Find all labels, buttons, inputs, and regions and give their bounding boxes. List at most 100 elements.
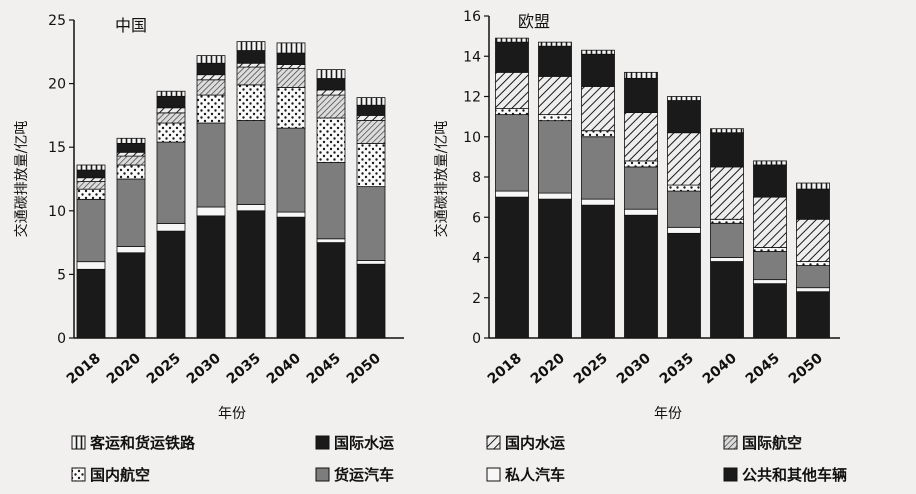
bar-segment	[667, 232, 701, 339]
bar-stack	[753, 160, 787, 339]
bar-segment	[710, 166, 744, 220]
bar-stack	[710, 128, 744, 339]
y-tick-label: 8	[472, 170, 481, 186]
bar-segment	[356, 186, 386, 261]
bar-segment	[76, 164, 106, 171]
x-tick-label: 2035	[657, 350, 697, 387]
bar-segment	[196, 79, 226, 96]
bar-segment	[581, 49, 615, 55]
bar-segment	[316, 89, 346, 96]
bar-stack	[624, 71, 658, 339]
bar-segment	[236, 84, 266, 121]
bar-segment	[624, 112, 658, 162]
bar-segment	[538, 45, 572, 77]
bar-segment	[581, 86, 615, 132]
bar-segment	[538, 41, 572, 47]
y-tick-label: 5	[57, 267, 66, 283]
bar-segment	[581, 130, 615, 138]
legend-swatch	[315, 467, 330, 482]
bar-segment	[796, 218, 830, 262]
bar-segment	[538, 120, 572, 194]
x-tick-label: 2040	[700, 350, 740, 387]
bar-segment	[753, 196, 787, 248]
bar-segment	[624, 214, 658, 339]
bar-segment	[76, 169, 106, 179]
legend-swatch	[723, 467, 738, 482]
bar-segment	[276, 64, 306, 69]
bar-segment	[156, 95, 186, 109]
bar-stack	[356, 97, 386, 339]
bar-segment	[495, 41, 529, 73]
bar-segment	[753, 247, 787, 252]
x-tick-label: 2045	[743, 350, 783, 387]
x-tick-label: 2030	[184, 350, 224, 387]
legend-item: 国际水运	[315, 434, 394, 452]
bar-segment	[710, 222, 744, 258]
bar-segment	[495, 71, 529, 109]
x-tick-label: 2040	[264, 350, 304, 387]
x-tick-label: 2050	[786, 350, 826, 387]
legend-label: 公共和其他车辆	[742, 466, 847, 484]
legend-label: 国内航空	[90, 466, 150, 484]
bar-segment	[276, 87, 306, 129]
legend-item: 国际航空	[723, 434, 802, 452]
bar-segment	[495, 114, 529, 192]
bar-segment	[581, 136, 615, 200]
x-tick-label: 2050	[344, 350, 384, 387]
bar-segment	[156, 141, 186, 224]
y-tick-label: 20	[48, 77, 66, 93]
bar-segment	[624, 77, 658, 113]
bar-segment	[156, 112, 186, 124]
bar-stack	[581, 49, 615, 339]
y-tick-label: 14	[463, 49, 481, 65]
bar-segment	[196, 215, 226, 339]
bar-stack	[667, 96, 701, 339]
legend-label: 国际航空	[742, 434, 802, 452]
bar-segment	[116, 155, 146, 166]
legend-label: 私人汽车	[504, 466, 565, 484]
legend-swatch	[723, 435, 738, 450]
bar-segment	[76, 188, 106, 200]
legend-swatch	[71, 435, 86, 450]
y-tick-label: 10	[48, 204, 66, 220]
bar-segment	[710, 218, 744, 224]
legend-item: 国内航空	[71, 466, 150, 484]
bar-segment	[276, 211, 306, 218]
bar-segment	[495, 190, 529, 198]
bar-segment	[316, 94, 346, 119]
y-tick-label: 0	[57, 331, 66, 347]
bar-segment	[667, 96, 701, 101]
bar-segment	[624, 160, 658, 168]
bar-segment	[276, 127, 306, 213]
bar-segment	[624, 166, 658, 210]
x-tick-label: 2018	[64, 350, 104, 387]
bar-stack	[196, 55, 226, 339]
chart-title: 欧盟	[518, 12, 550, 31]
bar-segment	[710, 261, 744, 339]
legend-item: 私人汽车	[486, 466, 565, 484]
bar-segment	[316, 78, 346, 91]
bar-segment	[316, 117, 346, 163]
x-tick-label: 2025	[144, 350, 184, 387]
y-tick-label: 25	[48, 13, 66, 29]
bar-segment	[356, 120, 386, 144]
bar-segment	[116, 164, 146, 180]
chart-title: 中国	[115, 16, 147, 35]
x-tick-label: 2045	[304, 350, 344, 387]
bar-segment	[196, 74, 226, 81]
legend-label: 货运汽车	[334, 466, 394, 484]
legend-item: 货运汽车	[315, 466, 394, 484]
bar-segment	[116, 137, 146, 144]
bar-segment	[76, 261, 106, 270]
bar-segment	[667, 100, 701, 134]
bar-segment	[710, 128, 744, 134]
y-axis-label: 交通碳排放量/亿吨	[433, 121, 450, 238]
bar-segment	[753, 251, 787, 281]
x-tick-label: 2020	[528, 350, 568, 387]
bar-segment	[276, 52, 306, 65]
bar-segment	[710, 257, 744, 262]
